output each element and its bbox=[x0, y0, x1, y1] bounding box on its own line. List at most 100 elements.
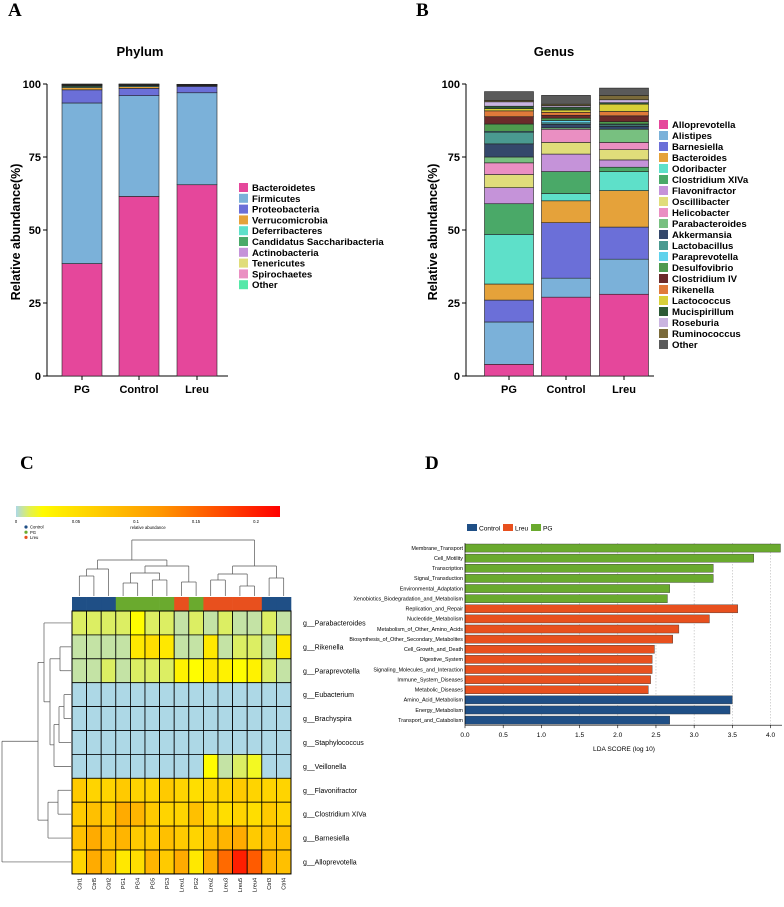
heatmap-cell bbox=[202, 658, 219, 684]
heatmap-row-label: g__Staphylococcus bbox=[303, 740, 364, 747]
bar-segment bbox=[599, 258, 649, 295]
legend-swatch bbox=[659, 329, 668, 338]
bar-segment bbox=[541, 114, 591, 119]
legend-swatch bbox=[659, 241, 668, 250]
heatmap-cell bbox=[261, 801, 277, 827]
heatmap-cell bbox=[71, 825, 88, 851]
heatmap-cell bbox=[217, 801, 234, 827]
group-legend-label: Lreu bbox=[30, 535, 39, 540]
heatmap-cell bbox=[217, 825, 234, 851]
bar-segment bbox=[484, 299, 534, 323]
heatmap-cell bbox=[173, 801, 190, 827]
legend-swatch bbox=[239, 226, 248, 236]
heatmap-column-label: Ctrl2 bbox=[107, 878, 113, 890]
bar-segment bbox=[599, 190, 649, 228]
legend-swatch bbox=[239, 247, 248, 257]
scale-tick-label: 0 bbox=[15, 519, 18, 524]
legend-label: Clostridium IV bbox=[672, 274, 738, 285]
heatmap-cell bbox=[71, 658, 88, 684]
column-group-bar bbox=[130, 597, 146, 611]
legend-label: Desulfovibrio bbox=[672, 263, 733, 274]
heatmap-cell bbox=[173, 849, 190, 875]
legend-swatch bbox=[659, 219, 668, 228]
heatmap-cell bbox=[173, 754, 190, 779]
lda-bar-label: Energy_Metabolism bbox=[415, 708, 463, 714]
group-legend-dot bbox=[24, 535, 28, 540]
heatmap-cell bbox=[202, 777, 219, 803]
heatmap-row-label: g__Veillonella bbox=[303, 764, 346, 771]
heatmap-cell bbox=[275, 610, 292, 636]
lda-legend-swatch bbox=[503, 524, 513, 531]
heatmap-cell bbox=[261, 658, 277, 684]
y-tick-label: 25 bbox=[448, 298, 460, 310]
heatmap-cell bbox=[115, 610, 131, 636]
bar-segment bbox=[541, 112, 591, 116]
legend-label: Helicobacter bbox=[672, 208, 730, 219]
bar-segment bbox=[541, 128, 591, 143]
heatmap-cell bbox=[275, 754, 292, 779]
bar-segment bbox=[599, 226, 649, 260]
bar-segment bbox=[484, 91, 534, 101]
bar-segment bbox=[541, 153, 591, 172]
heatmap-cell bbox=[159, 777, 175, 803]
lda-bar-label: Metabolic_Diseases bbox=[415, 688, 464, 694]
heatmap-cell bbox=[202, 634, 219, 660]
heatmap-cell bbox=[86, 825, 102, 851]
heatmap-cell bbox=[202, 706, 219, 731]
heatmap-cell bbox=[261, 825, 277, 851]
chart-a-plot: 0 25 50 75 100 PG Control Lreu bbox=[23, 79, 228, 396]
legend-swatch bbox=[659, 197, 668, 206]
heatmap-cell bbox=[261, 754, 277, 779]
bar-segment bbox=[599, 128, 649, 143]
heatmap-cell bbox=[86, 682, 102, 708]
legend-swatch bbox=[659, 318, 668, 327]
heatmap-cell bbox=[232, 777, 248, 803]
legend-label: Spirochaetes bbox=[252, 269, 312, 280]
heatmap-cell bbox=[159, 706, 175, 731]
legend-swatch bbox=[659, 131, 668, 140]
heatmap-cell bbox=[86, 754, 102, 779]
heatmap-cell bbox=[159, 658, 175, 684]
heatmap-cell bbox=[71, 849, 88, 875]
heatmap-cell bbox=[232, 634, 248, 660]
heatmap-cell bbox=[115, 849, 131, 875]
legend-label: Candidatus Saccharibacteria bbox=[252, 237, 384, 248]
lda-bar bbox=[464, 614, 710, 624]
y-tick-label: 0 bbox=[454, 371, 460, 383]
bar-segment bbox=[541, 123, 591, 129]
legend-label: Barnesiella bbox=[672, 142, 724, 153]
heatmap-cell bbox=[159, 754, 175, 779]
heatmap-cell bbox=[159, 825, 175, 851]
column-group-bar bbox=[188, 597, 204, 611]
heatmap-cell bbox=[144, 754, 161, 779]
group-legend-dot bbox=[24, 525, 28, 529]
bar-segment bbox=[484, 105, 534, 109]
heatmap-cell bbox=[115, 658, 131, 684]
heatmap-cell bbox=[71, 610, 88, 636]
heatmap-cell bbox=[115, 634, 131, 660]
legend-label: Lactococcus bbox=[672, 296, 731, 307]
heatmap-cell bbox=[115, 730, 131, 755]
heatmap-column-label: Ctrl4 bbox=[282, 878, 288, 890]
legend-label: Alistipes bbox=[672, 131, 712, 142]
heatmap-cell bbox=[129, 777, 146, 803]
heatmap-cell bbox=[173, 610, 190, 636]
heatmap-cell bbox=[100, 610, 117, 636]
heatmap-column-label: Ctrl5 bbox=[92, 878, 98, 890]
heatmap-cell bbox=[261, 849, 277, 875]
heatmap-cell bbox=[100, 777, 117, 803]
legend-swatch bbox=[659, 252, 668, 261]
heatmap-cell bbox=[115, 682, 131, 708]
heatmap-column-label: Ctrl1 bbox=[77, 878, 83, 890]
heatmap-cell bbox=[217, 730, 234, 755]
lda-x-tick-label: 3.5 bbox=[728, 732, 737, 739]
panel-label-d: D bbox=[425, 453, 439, 474]
bar-segment bbox=[541, 222, 591, 279]
scale-bar bbox=[16, 506, 280, 517]
heatmap-cell bbox=[144, 634, 161, 660]
lda-legend-swatch bbox=[467, 524, 477, 531]
heatmap-cell bbox=[129, 754, 146, 779]
bar-segment bbox=[484, 203, 534, 235]
lda-bar bbox=[464, 665, 653, 674]
